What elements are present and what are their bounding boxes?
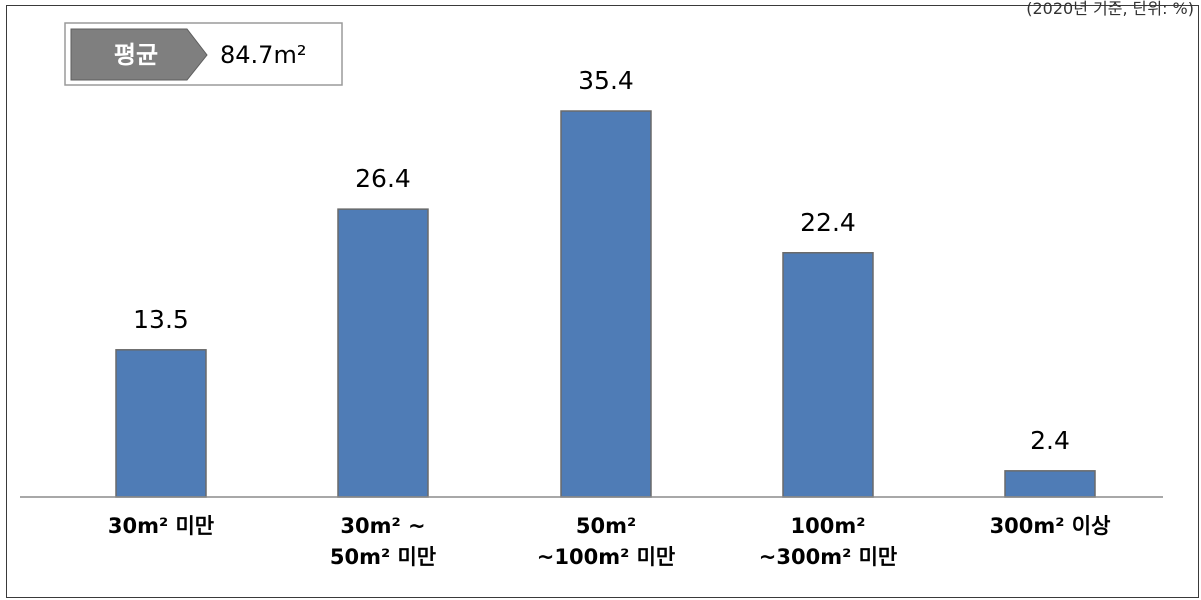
value-label-2: 26.4 xyxy=(355,164,411,193)
value-label-1: 13.5 xyxy=(133,305,189,334)
bar-5 xyxy=(1004,470,1096,498)
unit-note: (2020년 기준, 단위: %) xyxy=(1026,0,1194,18)
category-label-2-line-1: 30m² ~ xyxy=(340,514,425,538)
category-label-4-line-1: 100m² xyxy=(791,514,866,538)
category-label-3-line-1: 50m² xyxy=(576,514,636,538)
bar-1 xyxy=(115,349,207,498)
average-badge: 평균 84.7m² xyxy=(64,22,343,86)
category-label-2-line-2: 50m² 미만 xyxy=(330,545,436,569)
value-labels: 13.5 26.4 35.4 22.4 2.4 xyxy=(133,66,1070,455)
category-label-4-line-2: ~300m² 미만 xyxy=(759,545,897,569)
value-label-4: 22.4 xyxy=(800,208,856,237)
value-label-5: 2.4 xyxy=(1030,426,1070,455)
value-label-3: 35.4 xyxy=(578,66,634,95)
average-label: 평균 xyxy=(114,41,158,69)
bar-2 xyxy=(337,208,429,498)
category-label-3-line-2: ~100m² 미만 xyxy=(537,545,675,569)
category-labels: 30m² 미만 30m² ~ 50m² 미만 50m² ~100m² 미만 100m² ~3… xyxy=(108,514,1111,569)
category-label-5-line-1: 300m² 이상 xyxy=(990,514,1111,538)
average-tag-arrow xyxy=(70,28,208,81)
category-label-1-line-1: 30m² 미만 xyxy=(108,514,214,538)
bar-3 xyxy=(560,110,652,498)
bar-4 xyxy=(782,252,874,498)
bars xyxy=(115,110,1096,498)
average-value: 84.7m² xyxy=(220,41,306,69)
